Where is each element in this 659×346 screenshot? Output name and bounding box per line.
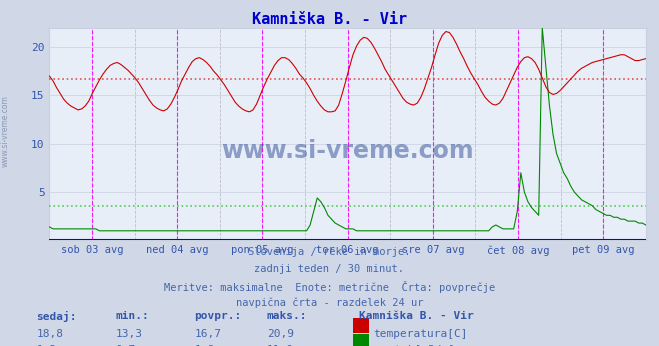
Text: min.:: min.: — [115, 311, 149, 321]
Text: povpr.:: povpr.: — [194, 311, 242, 321]
Text: www.si-vreme.com: www.si-vreme.com — [1, 95, 10, 167]
Text: 1,8: 1,8 — [194, 345, 215, 346]
Text: 11,0: 11,0 — [267, 345, 294, 346]
Text: 16,7: 16,7 — [194, 329, 221, 339]
Text: www.si-vreme.com: www.si-vreme.com — [221, 139, 474, 163]
Text: 13,3: 13,3 — [115, 329, 142, 339]
Text: maks.:: maks.: — [267, 311, 307, 321]
Text: navpična črta - razdelek 24 ur: navpična črta - razdelek 24 ur — [236, 297, 423, 308]
Text: Slovenija / reke in morje.: Slovenija / reke in morje. — [248, 247, 411, 257]
Text: Meritve: maksimalne  Enote: metrične  Črta: povprečje: Meritve: maksimalne Enote: metrične Črta… — [164, 281, 495, 293]
Text: 0,7: 0,7 — [115, 345, 136, 346]
Text: Kamniška B. - Vir: Kamniška B. - Vir — [359, 311, 474, 321]
Text: zadnji teden / 30 minut.: zadnji teden / 30 minut. — [254, 264, 405, 274]
Text: pretok[m3/s]: pretok[m3/s] — [374, 345, 455, 346]
Text: temperatura[C]: temperatura[C] — [374, 329, 468, 339]
Text: sedaj:: sedaj: — [36, 311, 76, 322]
Text: 20,9: 20,9 — [267, 329, 294, 339]
Text: 18,8: 18,8 — [36, 329, 63, 339]
Text: Kamniška B. - Vir: Kamniška B. - Vir — [252, 12, 407, 27]
Text: 1,2: 1,2 — [36, 345, 57, 346]
